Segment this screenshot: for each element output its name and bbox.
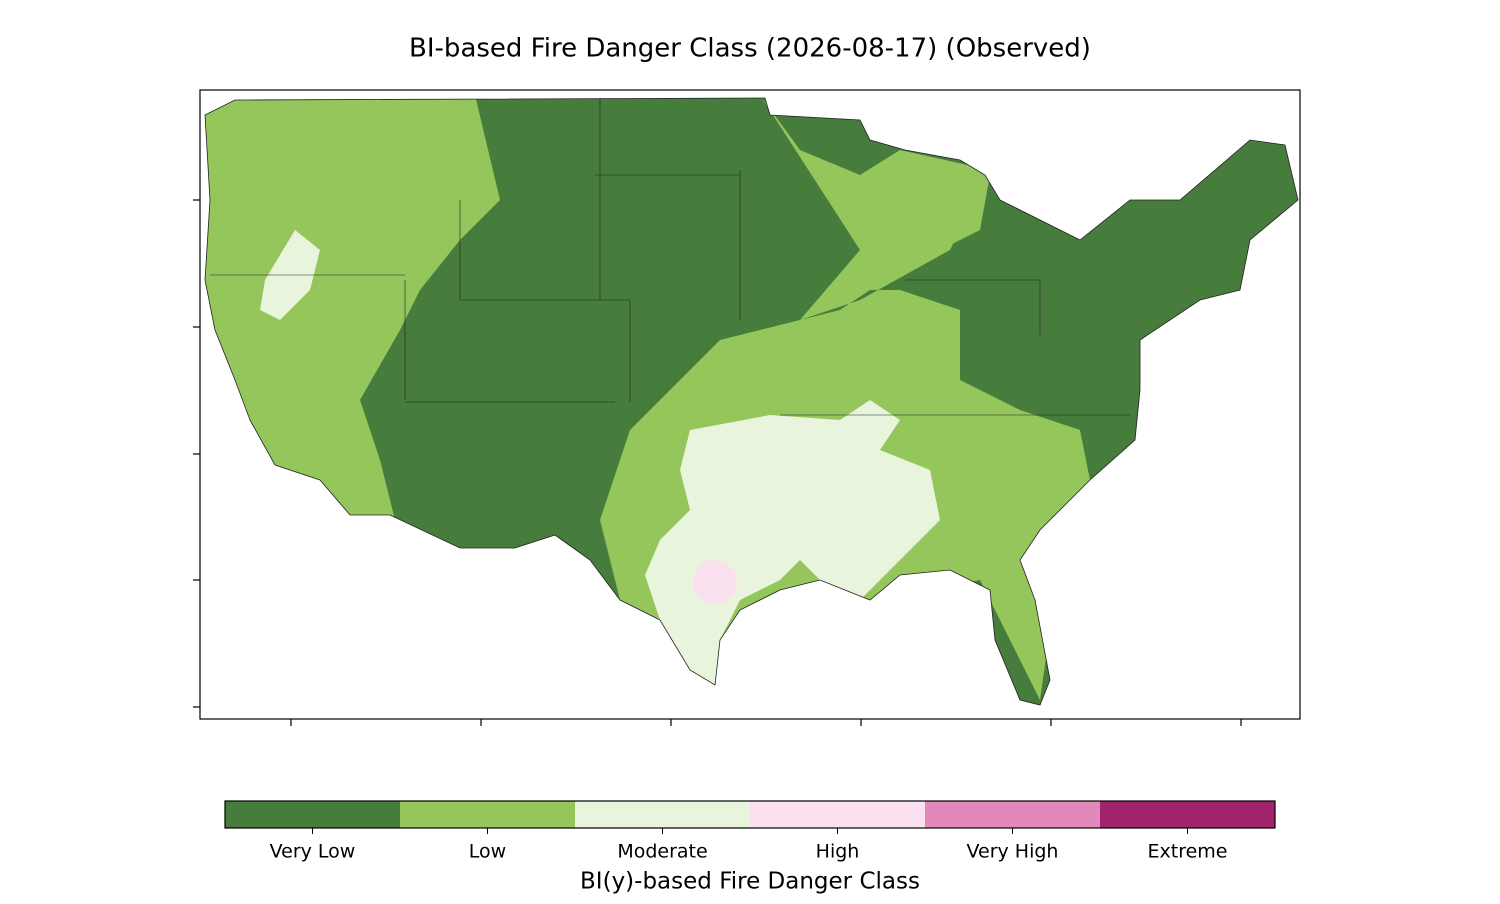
map [205, 98, 1298, 705]
colorbar-frame [224, 800, 1276, 829]
colorbar-segment [750, 801, 925, 828]
axis-ticks [193, 199, 1242, 726]
colorbar-tick-label: Low [469, 841, 506, 863]
colorbar-tick-label: Moderate [617, 841, 707, 863]
map-title: BI-based Fire Danger Class (2026-08-17) … [409, 34, 1091, 64]
colorbar-tick-label: Very High [967, 841, 1059, 863]
map-frame [199, 89, 1301, 720]
region [693, 560, 737, 604]
colorbar-segment [225, 801, 400, 828]
region [900, 175, 990, 250]
colorbar-segment [1100, 801, 1275, 828]
colorbar-segment [575, 801, 750, 828]
region [205, 98, 500, 520]
colorbar-tick-label: High [816, 841, 860, 863]
region [645, 400, 940, 685]
colorbar-tick-label: Very Low [270, 841, 356, 863]
colorbar-tick-label: Extreme [1148, 841, 1228, 863]
colorbar-segment [400, 801, 575, 828]
colorbar-segment [925, 801, 1100, 828]
colorbar-label: BI(y)-based Fire Danger Class [580, 869, 920, 895]
state-lines [210, 98, 1130, 416]
colorbar: Very Low Low Moderate High Very High Extreme [224, 800, 1276, 863]
us-outline [204, 97, 1299, 706]
